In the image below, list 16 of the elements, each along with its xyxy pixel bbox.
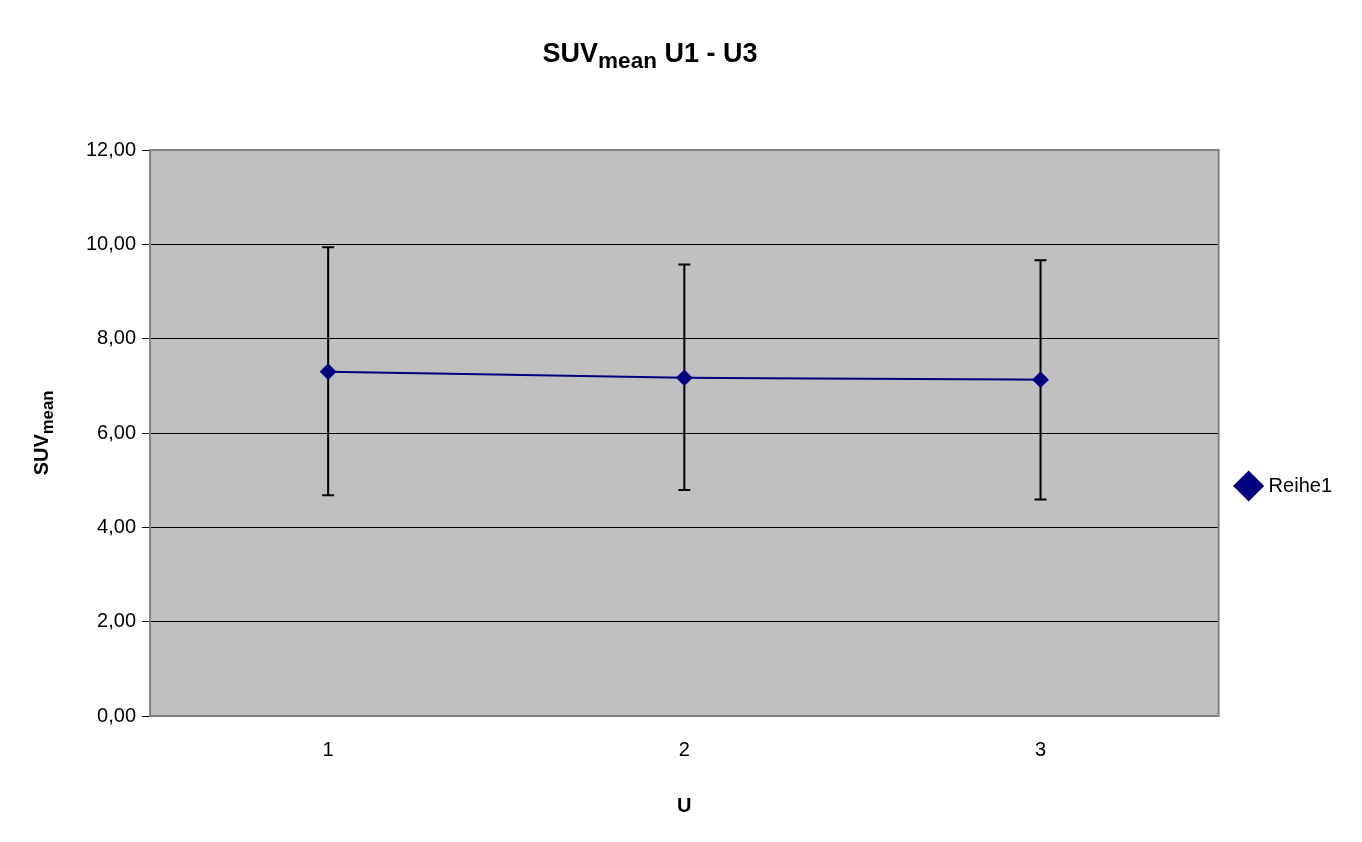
y-tick-label: 10,00	[85, 231, 137, 254]
x-tick-label: 3	[1034, 737, 1047, 760]
y-tick-label: 8,00	[97, 326, 137, 349]
chart-title: SUV$_{mean}$ U1 - U3	[541, 38, 759, 75]
y-tick-label: 4,00	[97, 514, 137, 537]
y-tick-label: 0,00	[97, 703, 137, 726]
legend-label: Reihe1	[1268, 473, 1333, 496]
x-axis-title: U	[677, 793, 692, 816]
x-tick-label: 1	[322, 737, 334, 760]
point	[1032, 371, 1049, 388]
y-tick-label: 12,00	[85, 137, 137, 160]
point	[676, 369, 693, 386]
x-tick-label: 2	[678, 737, 690, 760]
y-tick-label: 6,00	[97, 420, 137, 443]
point	[320, 363, 337, 380]
y-tick-label: 2,00	[97, 609, 137, 632]
